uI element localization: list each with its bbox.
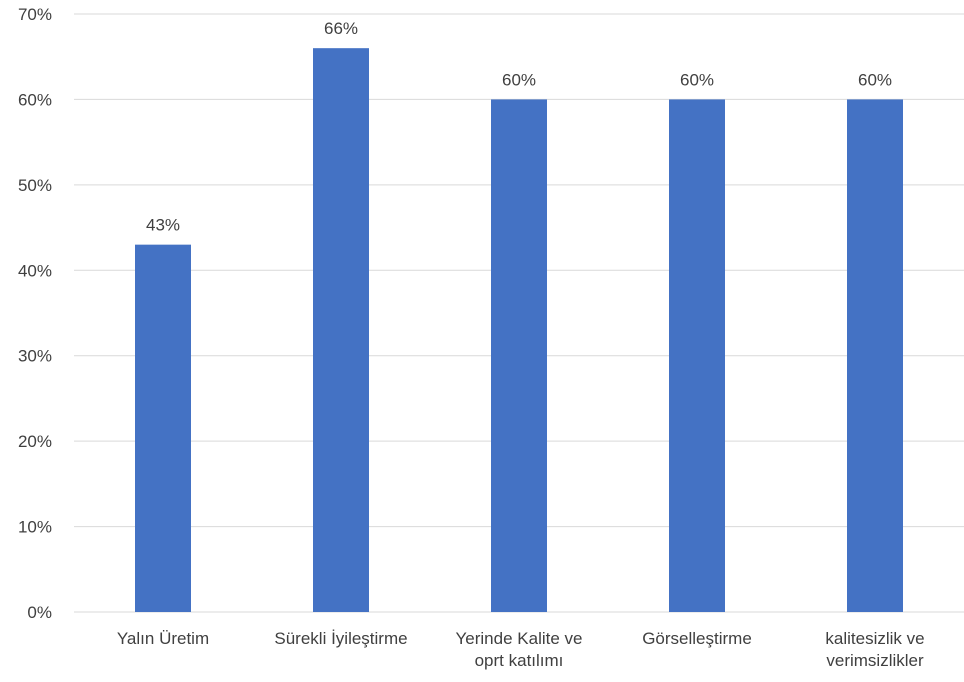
x-tick-label: Yerinde Kalite ve (456, 629, 583, 648)
x-tick-label: Sürekli İyileştirme (274, 629, 407, 648)
bar (135, 244, 191, 612)
data-label: 43% (146, 216, 180, 235)
x-tick-label: oprt katılımı (475, 651, 564, 670)
x-tick-label: verimsizlikler (826, 651, 924, 670)
y-tick-label: 0% (27, 603, 52, 622)
data-label: 60% (502, 70, 536, 89)
bar (313, 48, 369, 612)
bars (135, 48, 903, 612)
bar (669, 99, 725, 612)
bar (847, 99, 903, 612)
data-labels: 43% 66% 60% 60% 60% (146, 19, 892, 234)
data-label: 60% (680, 70, 714, 89)
y-tick-label: 40% (18, 261, 52, 280)
y-tick-label: 20% (18, 432, 52, 451)
y-tick-label: 70% (18, 5, 52, 24)
x-tick-label: Yalın Üretim (117, 629, 209, 648)
x-tick-label: Görselleştirme (642, 629, 752, 648)
data-label: 66% (324, 19, 358, 38)
y-tick-label: 50% (18, 176, 52, 195)
y-tick-label: 30% (18, 347, 52, 366)
y-tick-label: 10% (18, 518, 52, 537)
y-axis-ticks: 0% 10% 20% 30% 40% 50% 60% 70% (18, 5, 52, 622)
bar (491, 99, 547, 612)
x-axis-ticks: Yalın Üretim Sürekli İyileştirme Yerinde K… (117, 629, 925, 670)
data-label: 60% (858, 70, 892, 89)
x-tick-label: kalitesizlik ve (825, 629, 924, 648)
y-tick-label: 60% (18, 90, 52, 109)
